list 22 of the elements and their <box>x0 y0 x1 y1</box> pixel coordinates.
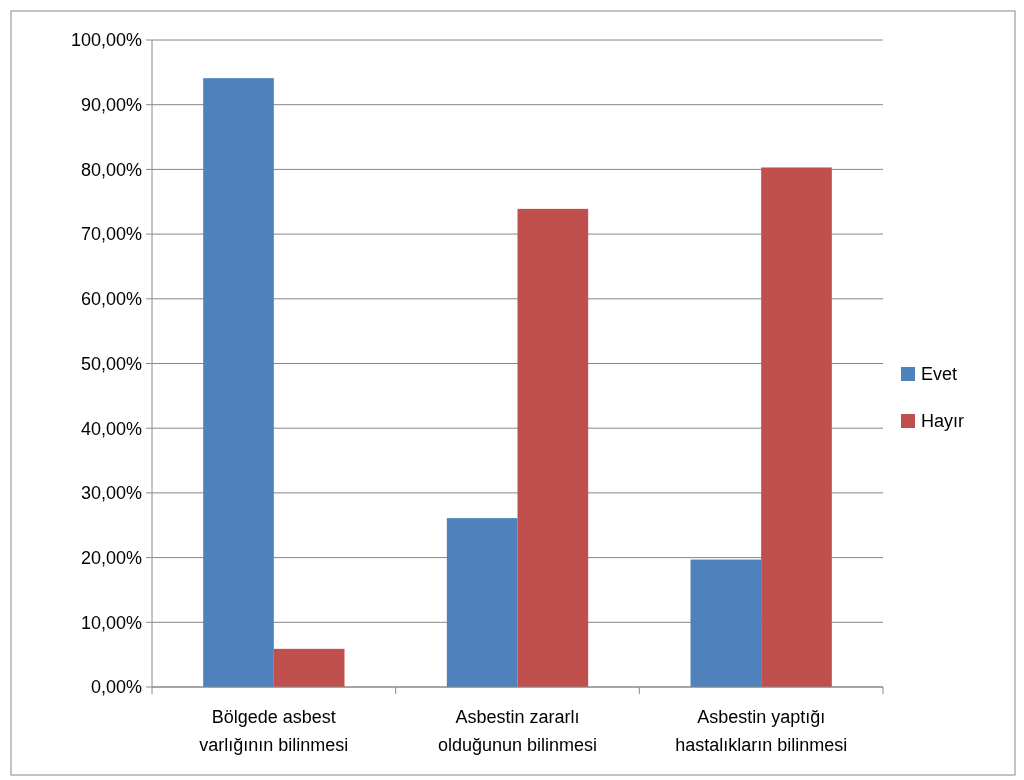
y-tick-label: 100,00% <box>70 30 142 51</box>
y-tick-label: 30,00% <box>80 483 142 504</box>
x-tick-label: Bölgede asbest varlığının bilinmesi <box>199 707 349 755</box>
bar <box>761 167 832 687</box>
bar <box>446 518 518 687</box>
y-tick-label: 90,00% <box>80 95 142 115</box>
y-tick-label: 70,00% <box>80 224 142 245</box>
bar <box>517 208 589 687</box>
y-tick-label: 50,00% <box>80 353 142 374</box>
legend-label: Hayır <box>921 411 965 432</box>
y-tick-label: 80,00% <box>80 159 142 180</box>
y-tick-label: 0,00% <box>90 677 142 698</box>
y-tick-label: 10,00% <box>80 612 142 633</box>
x-tick-label: Asbestin zararlı olduğunun bilinmesi <box>437 707 598 755</box>
y-tick-label: 20,00% <box>80 547 142 568</box>
bar <box>203 78 274 687</box>
legend-label: Evet <box>921 364 958 385</box>
y-tick-label: 40,00% <box>80 418 142 439</box>
x-tick-label: Asbestin yaptığı hastalıkların bilinmesi <box>675 707 848 755</box>
y-tick-label: 60,00% <box>80 289 142 310</box>
bar <box>273 648 345 687</box>
bar <box>690 559 762 687</box>
